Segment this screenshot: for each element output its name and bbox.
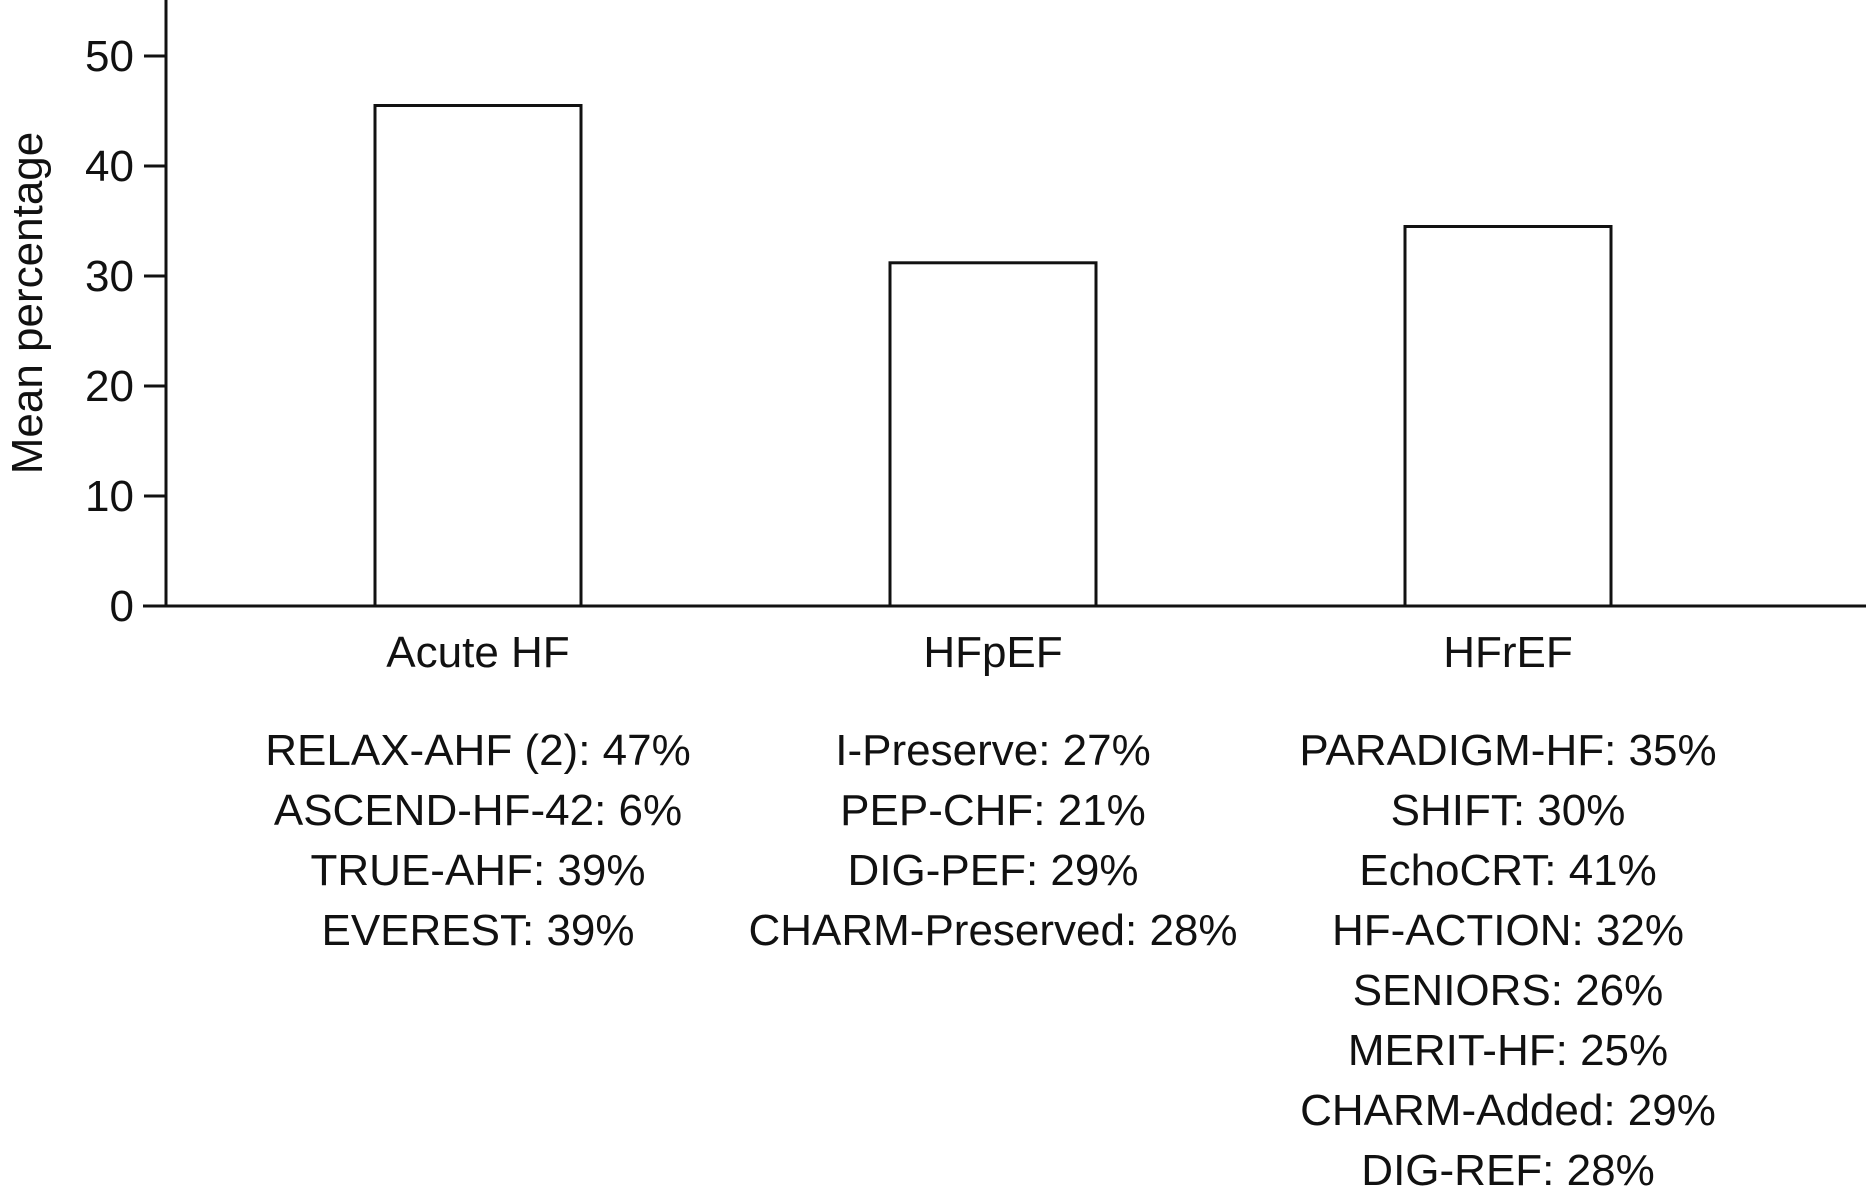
trial-result-label: HF-ACTION: 32% (1332, 906, 1684, 955)
y-tick-label: 0 (110, 582, 134, 631)
trial-result-label: EVEREST: 39% (321, 906, 634, 955)
trial-result-label: DIG-PEF: 29% (848, 846, 1139, 895)
y-tick-label: 10 (85, 472, 134, 521)
trial-result-label: PEP-CHF: 21% (840, 786, 1146, 835)
trial-result-label: CHARM-Preserved: 28% (748, 906, 1237, 955)
bar-hfpef (888, 261, 1098, 608)
trial-result-label: I-Preserve: 27% (835, 726, 1150, 775)
bars (373, 104, 1613, 608)
bar-acute-hf (373, 104, 583, 608)
x-category-label: HFpEF (923, 628, 1062, 677)
y-tick-label: 20 (85, 362, 134, 411)
trial-annotations: RELAX-AHF (2): 47% ASCEND-HF-42: 6% TRUE-A… (265, 726, 1716, 1195)
y-tick-label: 50 (85, 32, 134, 81)
x-category-label: HFrEF (1443, 628, 1573, 677)
trial-result-label: DIG-REF: 28% (1361, 1146, 1654, 1195)
trial-result-label: SHIFT: 30% (1391, 786, 1626, 835)
trial-result-label: ASCEND-HF-42: 6% (274, 786, 682, 835)
y-axis-title: Mean percentage (3, 132, 52, 474)
y-ticks: 0 10 20 30 40 50 (85, 32, 166, 631)
trial-result-label: PARADIGM-HF: 35% (1299, 726, 1716, 775)
trial-result-label: MERIT-HF: 25% (1348, 1026, 1668, 1075)
category-labels: Acute HF HFpEF HFrEF (386, 628, 1572, 677)
bar-hfref (1403, 225, 1613, 608)
trial-result-label: RELAX-AHF (2): 47% (265, 726, 690, 775)
y-tick-label: 30 (85, 252, 134, 301)
trial-result-label: TRUE-AHF: 39% (311, 846, 646, 895)
y-tick-label: 40 (85, 142, 134, 191)
x-category-label: Acute HF (386, 628, 569, 677)
trial-result-label: CHARM-Added: 29% (1300, 1086, 1716, 1135)
trial-result-label: SENIORS: 26% (1353, 966, 1664, 1015)
trial-result-label: EchoCRT: 41% (1359, 846, 1657, 895)
